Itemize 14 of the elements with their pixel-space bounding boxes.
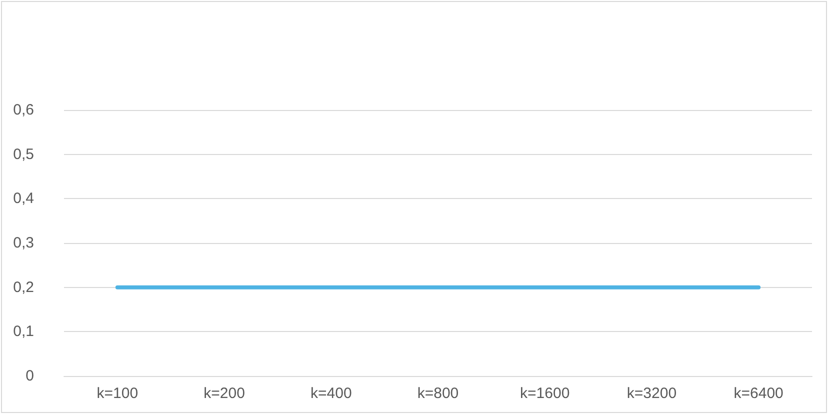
y-tick-label: 0,6 [13,102,34,118]
y-tick-label: 0,1 [13,323,34,340]
y-tick-label: 0 [26,368,34,384]
x-tick-label: k=400 [310,385,352,402]
y-tick-label: 0,5 [13,146,34,163]
y-tick-label: 0,2 [13,278,34,296]
y-tick-label: 0,4 [13,190,34,208]
x-tick-label: k=200 [204,385,245,402]
x-tick-label: k=100 [96,385,138,402]
x-tick-label: k=800 [417,385,459,402]
y-tick-label: 0,3 [13,234,34,252]
x-tick-label: k=6400 [734,385,784,402]
x-tick-label: k=3200 [626,385,677,402]
x-tick-label: k=1600 [520,385,570,402]
